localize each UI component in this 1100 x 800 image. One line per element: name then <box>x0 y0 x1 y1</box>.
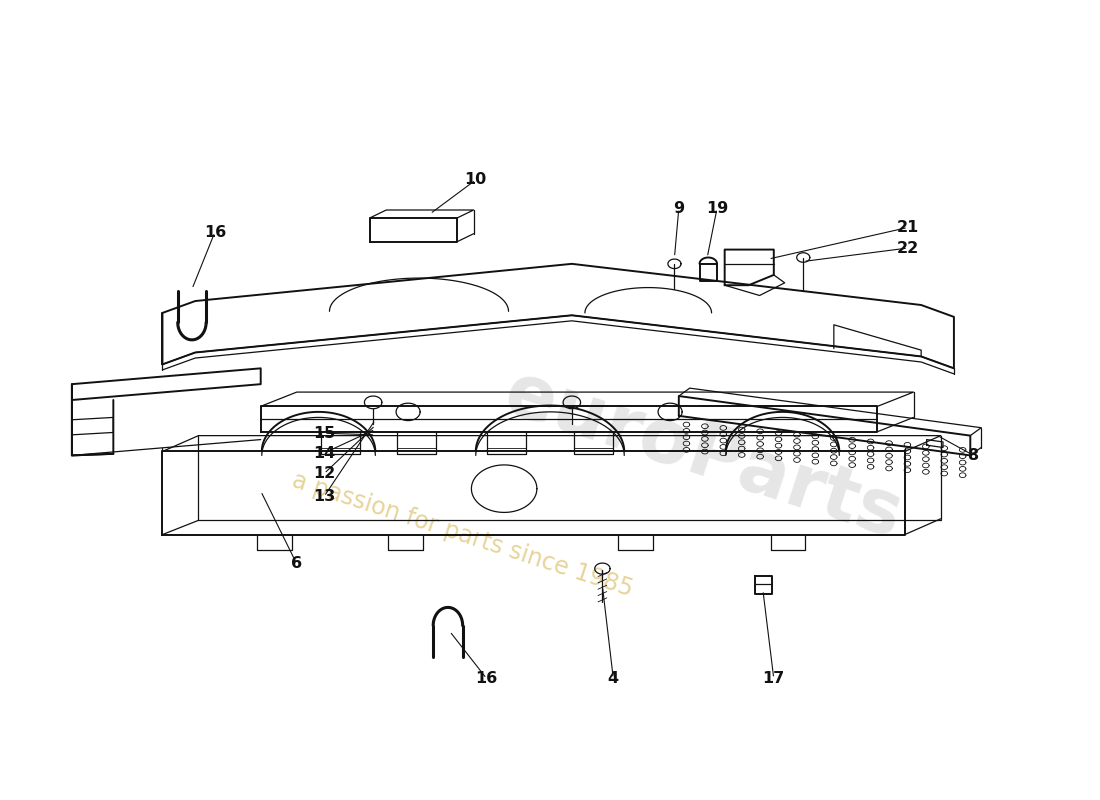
Text: 17: 17 <box>762 671 785 686</box>
Text: 9: 9 <box>673 201 684 216</box>
Text: 19: 19 <box>706 201 728 216</box>
Text: 16: 16 <box>204 225 226 240</box>
Text: euroParts: euroParts <box>495 357 911 554</box>
Text: 21: 21 <box>896 220 920 235</box>
Text: 8: 8 <box>968 448 979 463</box>
Text: 10: 10 <box>464 173 487 187</box>
Text: 12: 12 <box>312 466 336 481</box>
Text: 16: 16 <box>475 671 498 686</box>
Text: 6: 6 <box>292 556 302 571</box>
Text: 14: 14 <box>312 446 336 461</box>
Text: 13: 13 <box>312 489 336 504</box>
Text: 15: 15 <box>312 426 336 441</box>
Text: 4: 4 <box>608 671 619 686</box>
Text: a passion for parts since 1985: a passion for parts since 1985 <box>289 468 636 601</box>
Text: 22: 22 <box>896 241 920 255</box>
